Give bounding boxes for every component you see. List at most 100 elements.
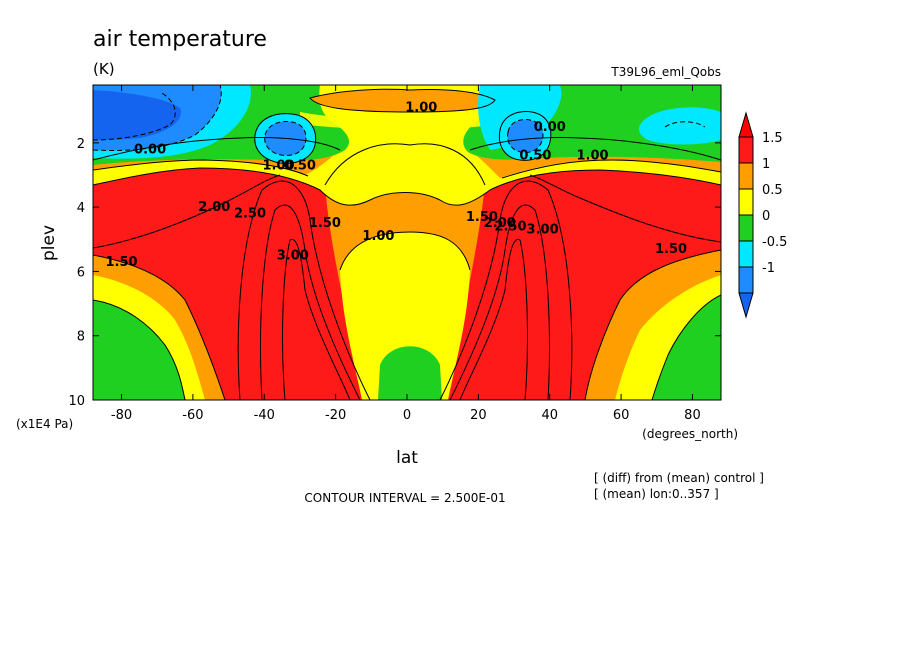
contour-label: 1.00 [263,158,295,173]
y-axis-label: plev [39,225,59,261]
contour-label-layer: 1.000.001.000.500.000.50 1.002.00 2.501.50… [106,101,688,270]
contour-fill-sw-green [93,300,185,400]
contour-fill-e-pocket-blue [507,119,543,153]
contour-label-text: 0.50 [284,158,316,173]
contour-line [469,137,721,161]
colorbar-over-arrow [738,111,754,138]
contour-label-text: 2.00 [484,216,516,231]
contour-line [324,143,486,186]
contour-line [93,159,309,177]
contour-label: 2.50 [494,219,526,234]
contour-label: 3.00 [527,223,559,238]
contour-label-text: 0.00 [534,120,566,135]
note-diff-from-control: [ (diff) from (mean) control ] [594,471,764,485]
note-mean-lon: [ (mean) lon:0..357 ] [594,487,719,501]
contour-line [501,159,721,179]
y-tick-label: 2 [77,137,85,152]
contour-lines [93,85,721,400]
plot-area: 1.000.001.000.500.000.50 1.002.00 2.501.50… [92,84,722,401]
y-tick-label: 4 [77,201,85,216]
contour-label: 1.00 [405,101,437,116]
contour-line [93,299,186,400]
contour-line [459,238,528,400]
contour-label: 3.00 [277,248,309,263]
contour-line [93,91,176,141]
y-units-label: (x1E4 Pa) [16,417,73,431]
contour-label-text: 3.00 [277,248,309,263]
contour-label: 2.00 [198,200,230,215]
contour-label-text: 1.50 [466,210,498,225]
contour-label-text: 1.50 [309,216,341,231]
contour-label-text: 1.00 [405,101,437,116]
contour-line [264,121,307,156]
x-tick-label: -80 [111,408,132,423]
contour-line [439,180,573,400]
contour-label: 0.00 [534,120,566,135]
colorbar-segment [738,214,754,242]
contour-fill-center-yellow [340,232,470,400]
contour-label-text: 1.50 [106,255,138,270]
contour-fill-se-green [652,295,721,400]
contour-label-text: 0.50 [519,149,551,164]
x-tick-label: 40 [541,408,558,423]
contour-line [93,85,222,151]
contour-fill-center-green [378,346,442,400]
contour-line [93,167,721,206]
x-tick-label: -60 [182,408,203,423]
x-axis-label: lat [396,448,418,468]
contour-interval-text: CONTOUR INTERVAL = 2.500E-01 [304,491,505,505]
x-units-label: (degrees_north) [642,427,738,441]
contour-label-text: 3.00 [527,223,559,238]
contour-line [449,204,550,400]
contour-label: 0.50 [284,158,316,173]
contour-line [93,137,341,161]
x-tick-label: 80 [684,408,701,423]
contour-fill-nw-deepblue [93,90,181,140]
colorbar-label: -1 [762,261,775,276]
contour-line [237,180,371,400]
contour-label-text: 1.50 [655,242,687,257]
y-tick-label: 6 [77,265,85,280]
filled-contours [93,85,721,400]
contour-label-text: 2.00 [198,200,230,215]
contour-line [651,294,721,400]
contour-label-text: 2.50 [234,207,266,222]
x-tick-label: 60 [613,408,630,423]
contour-label: 1.50 [655,242,687,257]
contour-line [309,88,496,113]
colorbar: 1.5 1 0.5 0 -0.5 -1 [738,111,787,319]
contour-line [507,119,544,153]
chart-title: air temperature [93,27,267,52]
contour-label-text: 1.00 [263,158,295,173]
colorbar-label: 1 [762,157,770,172]
colorbar-segment [738,266,754,294]
contour-label: 1.00 [362,229,394,244]
contour-line [254,113,317,164]
units-label: (K) [93,60,115,78]
contour-label: 0.50 [519,149,551,164]
x-tick-label: -40 [254,408,275,423]
colorbar-label: 0 [762,209,770,224]
colorbar-label: 0.5 [762,183,783,198]
contour-label-text: 0.00 [134,142,166,157]
contour-line [339,231,471,271]
contour-line [584,249,721,400]
contour-fill-ne-cyan-blob [638,107,721,145]
x-tick-label: -20 [325,408,346,423]
x-tick-label: 20 [470,408,487,423]
colorbar-label: 1.5 [762,131,783,146]
contour-line [282,238,351,400]
y-tick-label: 10 [68,394,85,409]
contour-line [260,204,361,400]
colorbar-segment [738,162,754,190]
contour-label: 1.50 [466,210,498,225]
contour-line [498,111,552,161]
contour-label: 2.50 [234,207,266,222]
contour-label-text: 2.50 [494,219,526,234]
contour-label-text: 1.00 [577,149,609,164]
contour-line [93,254,226,400]
contour-label: 1.50 [106,255,138,270]
colorbar-under-arrow [738,292,754,319]
colorbar-segment [738,240,754,268]
